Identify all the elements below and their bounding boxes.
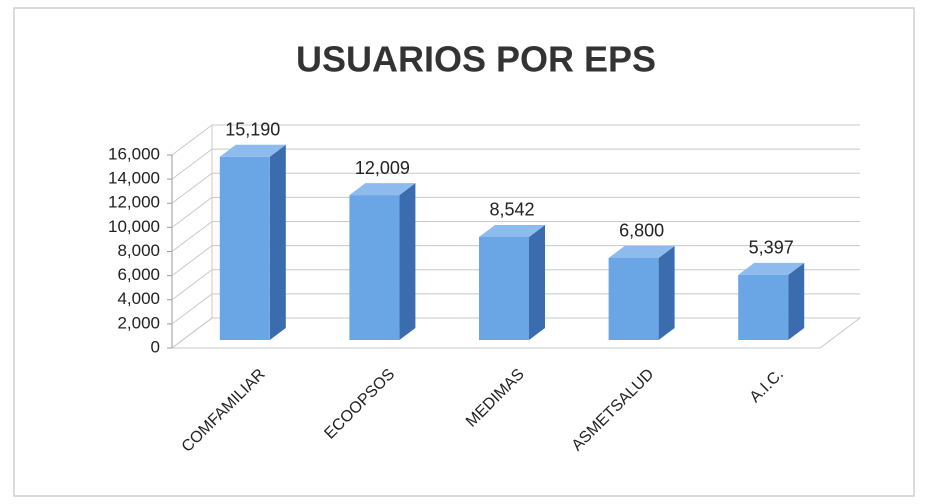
bar-side — [399, 183, 416, 340]
grid-line — [171, 148, 860, 180]
bar — [219, 156, 270, 340]
bar-top — [479, 224, 545, 237]
y-tick-label: 12,000 — [108, 193, 160, 212]
y-tick-label: 6,000 — [117, 265, 160, 284]
y-tick-label: 14,000 — [108, 169, 160, 188]
bar-top — [738, 262, 805, 275]
chart-border — [13, 7, 915, 497]
value-label: 6,800 — [619, 221, 664, 241]
bar — [738, 274, 789, 340]
grid-line — [171, 172, 860, 204]
y-tick-label: 0 — [151, 337, 160, 356]
chart-title: USUARIOS POR EPS — [296, 39, 656, 80]
bar — [349, 195, 400, 340]
y-tick-label: 16,000 — [108, 144, 160, 163]
bar — [608, 257, 659, 340]
grid-line — [171, 124, 860, 156]
bar-top — [608, 245, 675, 258]
grid-line — [171, 196, 860, 228]
grid-line — [171, 245, 860, 277]
value-label: 12,009 — [355, 158, 410, 178]
bar-side — [269, 144, 286, 340]
bar-top — [219, 144, 286, 157]
y-tick-label: 10,000 — [108, 217, 160, 236]
grid-line — [171, 221, 860, 252]
value-label: 5,397 — [749, 238, 794, 258]
bar-top — [349, 183, 416, 196]
bar — [479, 236, 529, 340]
value-label: 8,542 — [489, 200, 534, 220]
bar-side — [658, 245, 675, 340]
bar-side — [788, 262, 805, 340]
bar-side — [529, 224, 545, 340]
y-tick-label: 8,000 — [117, 241, 160, 260]
value-label: 15,190 — [225, 120, 280, 140]
y-tick-label: 2,000 — [117, 313, 160, 332]
y-tick-label: 4,000 — [117, 289, 160, 308]
